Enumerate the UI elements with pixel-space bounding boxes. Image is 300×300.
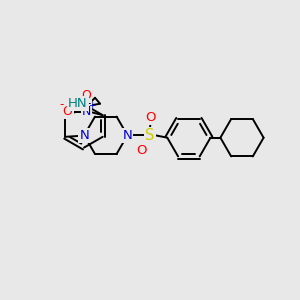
- Text: -: -: [59, 98, 64, 112]
- Text: O: O: [136, 144, 147, 158]
- Text: O: O: [63, 105, 73, 118]
- Text: +: +: [88, 100, 95, 109]
- Text: HN: HN: [68, 97, 88, 110]
- Text: S: S: [145, 128, 154, 143]
- Text: N: N: [82, 105, 91, 118]
- Text: O: O: [145, 111, 156, 124]
- Text: N: N: [122, 129, 132, 142]
- Text: O: O: [81, 88, 91, 102]
- Text: N: N: [79, 129, 89, 142]
